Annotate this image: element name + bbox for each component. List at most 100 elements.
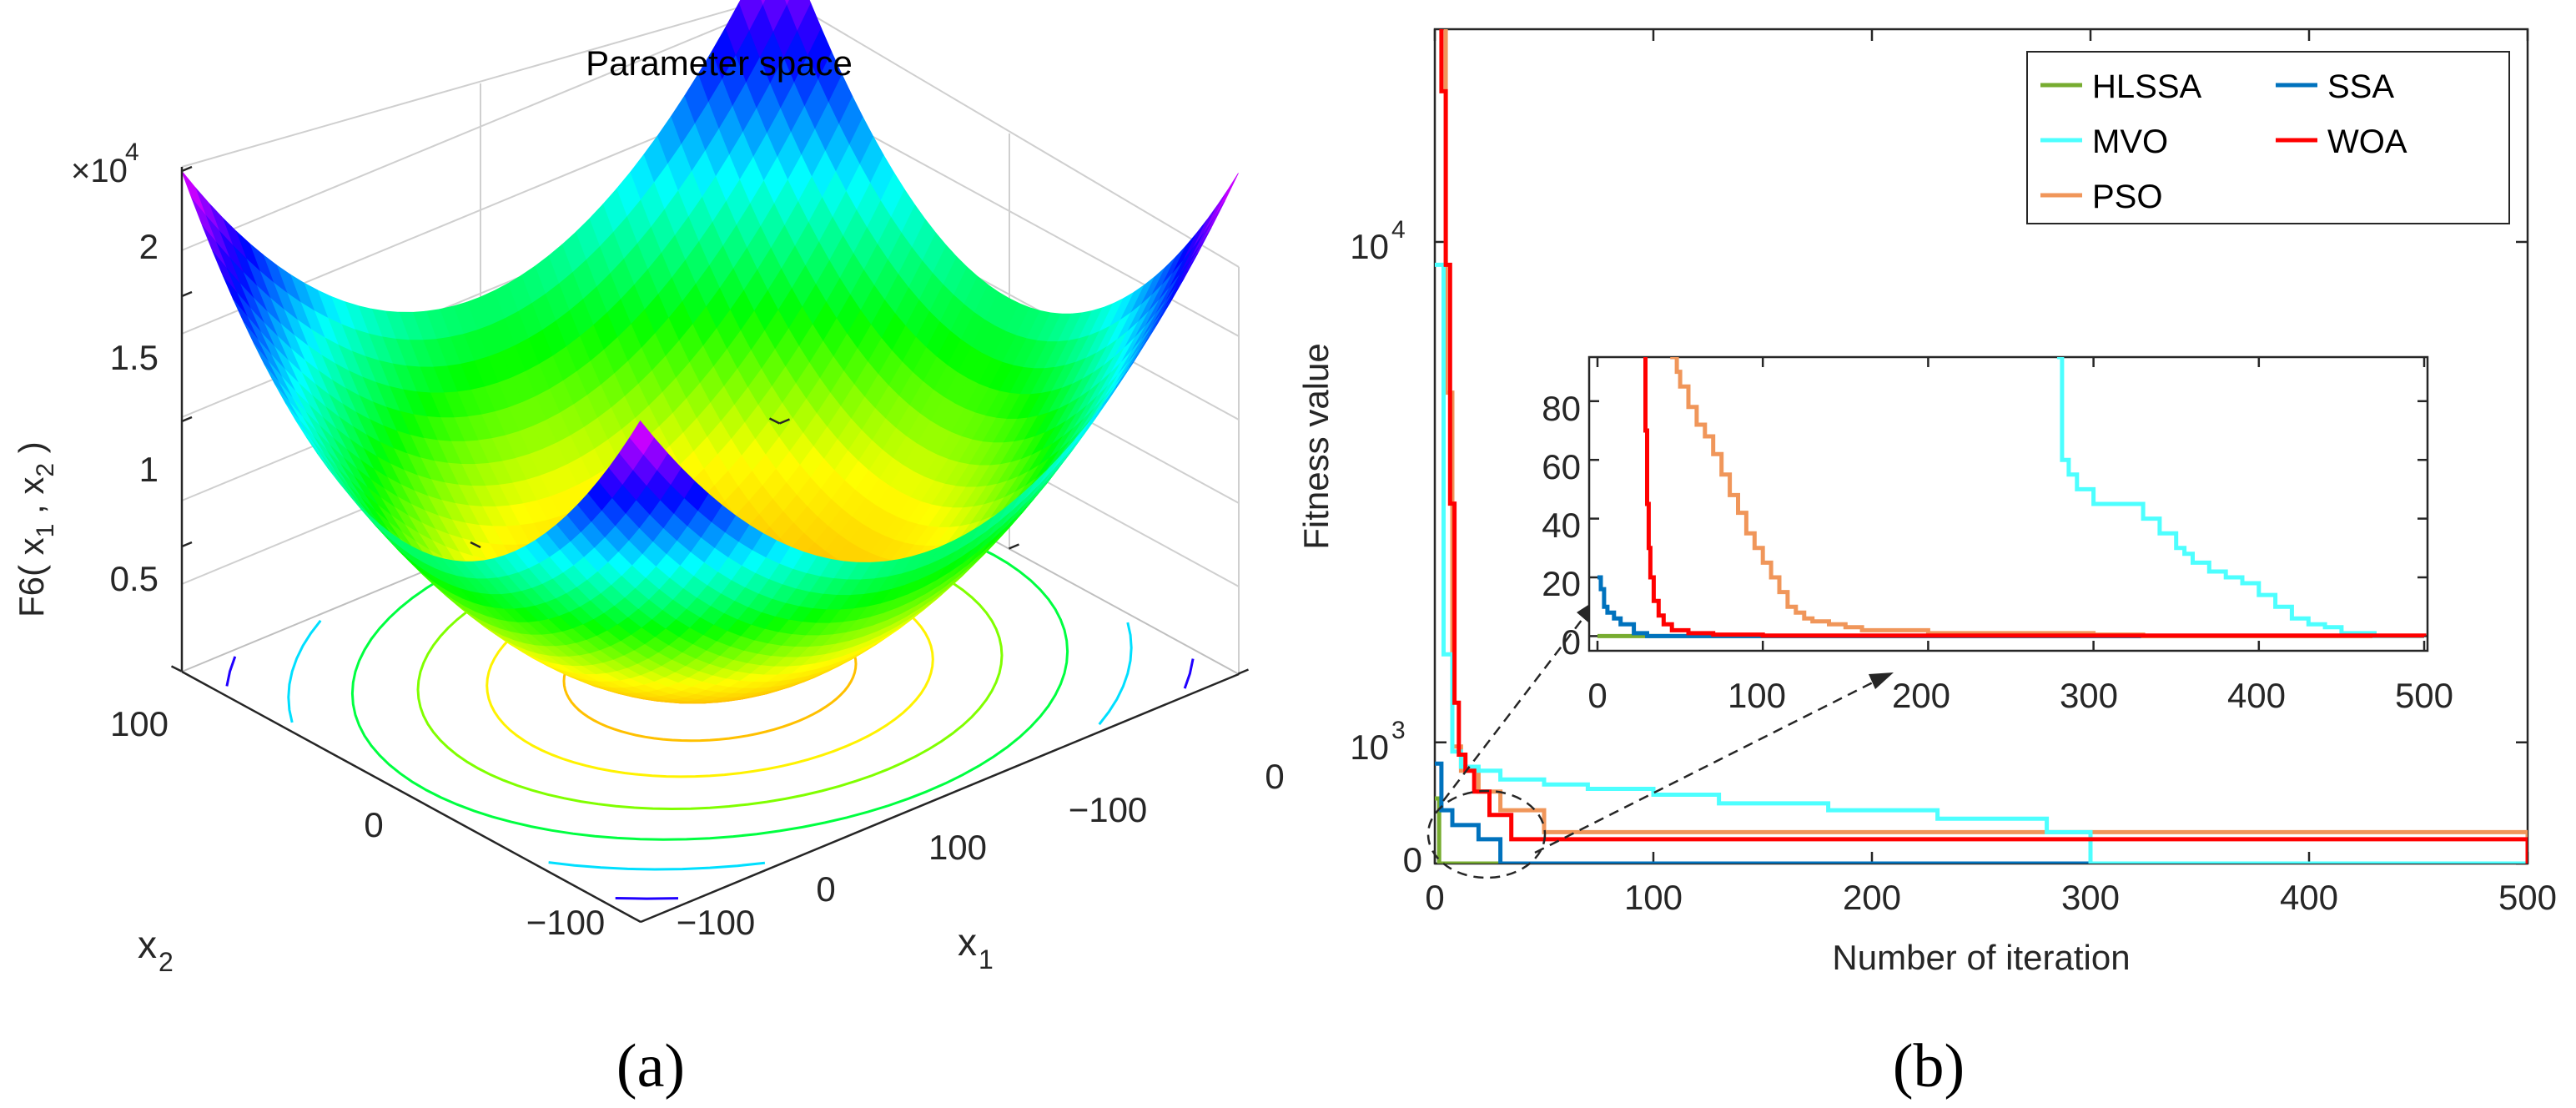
x1-tick-mark	[1009, 543, 1019, 550]
x-tick-label: 400	[2280, 878, 2338, 917]
x2-label-base: x	[138, 923, 157, 966]
x1-tick-mark	[1238, 668, 1249, 675]
surface-facet	[1214, 173, 1239, 218]
y-axis-label: Fitness value	[1296, 343, 1336, 549]
convergence-plot-panel: 0 100 200 300 400 500 0 10 3 10 4 Number…	[1296, 28, 2557, 977]
z-tick-labels: 0.5 1 1.5 2	[110, 227, 158, 598]
x1-label-sub: 1	[979, 944, 994, 975]
inset-x-tick-label: 0	[1587, 676, 1607, 715]
x1-tick-label: 0	[816, 869, 835, 909]
z-axis-label: F6( x1 , x2 )	[12, 441, 59, 617]
y-tick-label: 10	[1350, 728, 1389, 767]
zoom-arrow-1	[1442, 615, 1586, 802]
legend: HLSSA SSA MVO WOA PSO	[2026, 51, 2510, 224]
main-series-group	[1435, 29, 2528, 864]
surface-facet	[1203, 189, 1229, 234]
inset-y-tick-label: 60	[1542, 447, 1581, 486]
inset-x-tick-label: 400	[2227, 676, 2286, 715]
x2-label-sub: 2	[158, 947, 174, 977]
arrowhead-icon	[1869, 672, 1894, 689]
x2-tick-mark	[470, 541, 481, 549]
x2-tick-label: 0	[364, 805, 383, 844]
y-tick-label: 10	[1350, 227, 1389, 266]
x2-tick-mark	[170, 665, 183, 672]
contour-line	[287, 474, 1133, 871]
x-axis-label: Number of iteration	[1832, 938, 2130, 977]
main-x-tick-labels: 0 100 200 300 400 500	[1425, 878, 2557, 917]
surface-plot-panel: Parameter space ×10 4 0.5 1 1.5 2 100 0 …	[12, 0, 1285, 977]
x2-axis-label: x 2	[138, 923, 174, 977]
x1-label-base: x	[958, 920, 977, 964]
inset-series-line-pso	[1670, 357, 2424, 638]
z-tick-label: 1	[139, 450, 158, 489]
series-line-hlssa	[1435, 796, 2528, 864]
main-y-tick-labels: 0 10 3 10 4	[1350, 216, 1422, 879]
z-tick-mark	[181, 290, 193, 298]
axis-box-front	[180, 167, 1240, 924]
inset-y-tick-label: 40	[1542, 506, 1581, 545]
y-tick-exponent: 3	[1391, 717, 1406, 744]
surface-facet	[629, 420, 655, 455]
inset-x-tick-label: 500	[2395, 676, 2453, 715]
surface-facet	[1193, 204, 1218, 248]
z-tick-mark	[181, 541, 193, 548]
series-line-woa	[1439, 29, 2528, 864]
inset-series-line-woa	[1643, 357, 2427, 638]
z-tick-label: 1.5	[110, 338, 158, 377]
surface-title: Parameter space	[586, 43, 853, 83]
inset-plot: 0 100 200 300 400 500 0 20 40 60 80	[1542, 355, 2453, 715]
x-tick-label: 0	[1425, 878, 1444, 917]
inset-series-group	[1597, 357, 2427, 638]
inset-series-line-ssa	[1597, 575, 2424, 638]
inset-y-tick-label: 20	[1542, 564, 1581, 603]
panel-label-b: (b)	[1893, 1032, 1965, 1100]
inset-plot-area	[1587, 355, 2429, 652]
zoom-arrow-2	[1534, 681, 1874, 854]
x1-tick-label: 0	[1265, 757, 1284, 796]
x2-tick-label: −100	[526, 903, 606, 942]
y-tick-label: 0	[1403, 840, 1422, 879]
x1-tick-label: −100	[1069, 790, 1148, 829]
y-tick-exponent: 4	[1391, 216, 1406, 244]
inset-x-tick-label: 100	[1728, 676, 1786, 715]
legend-label-pso: PSO	[2092, 179, 2162, 215]
inset-y-tick-labels: 0 20 40 60 80	[1542, 389, 1581, 662]
z-tick-label: 2	[139, 227, 158, 266]
z-tick-label: 0.5	[110, 559, 158, 598]
inset-x-tick-labels: 0 100 200 300 400 500	[1587, 676, 2453, 715]
contour-line	[225, 445, 1195, 900]
x-tick-label: 100	[1624, 878, 1683, 917]
inset-y-tick-label: 80	[1542, 389, 1581, 428]
series-line-mvo	[1435, 262, 2528, 864]
x-tick-label: 200	[1843, 878, 1901, 917]
x1-tick-mark	[779, 418, 790, 425]
inset-x-tick-label: 300	[2060, 676, 2118, 715]
x-tick-label: 300	[2061, 878, 2120, 917]
x-tick-label: 500	[2498, 878, 2557, 917]
x2-tick-labels: 100 0 −100	[110, 704, 605, 942]
legend-label-mvo: MVO	[2092, 123, 2168, 160]
z-scale-exponent: 4	[125, 138, 139, 166]
z-scale-label: ×10	[71, 153, 128, 189]
zoom-ellipse	[1426, 789, 1547, 879]
surface-tick-marks	[170, 165, 1249, 675]
legend-label-woa: WOA	[2327, 123, 2407, 160]
legend-label-ssa: SSA	[2327, 68, 2394, 105]
series-line-ssa	[1435, 761, 2528, 864]
z-tick-mark	[181, 165, 193, 173]
inset-x-tick-label: 200	[1892, 676, 1950, 715]
x1-tick-labels: −100 0 100 −100 0	[677, 757, 1285, 942]
x1-tick-label: 100	[928, 828, 987, 867]
legend-box	[2026, 51, 2510, 224]
x1-tick-label: −100	[677, 903, 756, 942]
z-tick-mark	[181, 416, 193, 423]
z-scale-factor: ×10 4	[71, 138, 139, 189]
panel-label-a: (a)	[616, 1032, 685, 1100]
x2-tick-mark	[768, 417, 781, 425]
inset-series-line-mvo	[2057, 357, 2424, 638]
surface-mesh	[181, 0, 1239, 704]
inset-y-tick-label: 0	[1562, 622, 1581, 662]
surface-facet	[181, 170, 206, 216]
x1-axis-label: x 1	[958, 920, 994, 975]
